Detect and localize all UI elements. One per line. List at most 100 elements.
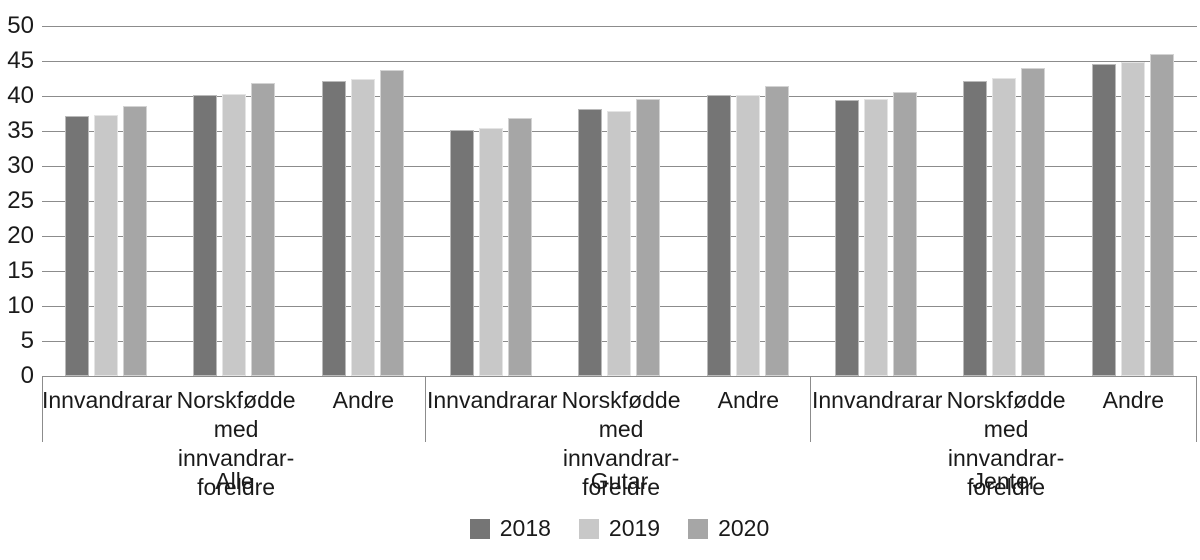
bar-cluster	[450, 117, 533, 376]
bar-2019	[222, 93, 247, 376]
y-tick-label: 25	[7, 187, 34, 214]
bar-2018	[65, 115, 90, 376]
bar-cluster	[963, 68, 1046, 376]
x-axis-category-labels: Innvandrarar Norskfødde med innvandrar-for…	[42, 386, 1197, 502]
bar-2018	[450, 129, 475, 376]
bar-2018	[963, 80, 988, 376]
category-label-line: foreldre	[197, 474, 276, 500]
y-tick-label: 45	[7, 47, 34, 74]
bar-2019	[735, 94, 760, 376]
category-cell	[427, 26, 555, 376]
gridline	[42, 376, 1197, 377]
bar-2018	[578, 109, 603, 376]
legend-item-2020: 2020	[688, 515, 769, 542]
bar-cluster	[835, 91, 918, 376]
bar-2018	[193, 94, 218, 376]
category-label: Andre	[685, 386, 812, 502]
category-label-section: Innvandrarar Norskfødde med innvandrar-for…	[812, 386, 1197, 502]
axis-separator	[810, 376, 811, 442]
bar-2020	[123, 105, 148, 376]
axis-separator	[425, 376, 426, 442]
bar-2018	[321, 80, 346, 376]
category-label-line: Andre	[717, 387, 780, 413]
bar-2018	[1091, 63, 1116, 376]
legend-swatch-icon	[578, 518, 599, 539]
category-label-line: Norskfødde	[176, 387, 296, 413]
axis-separator	[42, 376, 43, 442]
category-label-line: med innvandrar-	[177, 416, 295, 471]
bar-2019	[864, 98, 889, 376]
plot-area	[42, 26, 1197, 376]
bar-section-alle	[42, 26, 427, 376]
legend-swatch-icon	[469, 518, 490, 539]
category-label: Norskfødde med innvandrar-foreldre	[557, 386, 684, 502]
legend-item-2019: 2019	[578, 515, 661, 542]
y-tick-label: 5	[20, 327, 34, 354]
legend-label: 2019	[608, 515, 661, 541]
category-label-line: foreldre	[967, 474, 1046, 500]
category-cell	[42, 26, 170, 376]
bar-cluster	[193, 83, 276, 376]
bar-2019	[479, 128, 504, 376]
category-label: Andre	[1070, 386, 1197, 502]
bar-2020	[1021, 68, 1046, 376]
y-tick-label: 10	[7, 292, 34, 319]
category-label-line: foreldre	[582, 474, 661, 500]
bar-section-gutar	[427, 26, 812, 376]
bar-2020	[636, 98, 661, 376]
bar-2020	[764, 86, 789, 376]
legend-label: 2020	[718, 515, 770, 541]
bar-2020	[508, 117, 533, 376]
y-tick-label: 40	[7, 82, 34, 109]
legend-item-2018: 2018	[469, 515, 551, 542]
x-axis-group-labels: Alle Gutar Jenter	[42, 468, 1197, 495]
category-label-line: med innvandrar-	[562, 416, 680, 471]
legend-swatch-icon	[688, 518, 709, 539]
category-label: Norskfødde med innvandrar-foreldre	[942, 386, 1069, 502]
category-label-section: Innvandrarar Norskfødde med innvandrar-for…	[42, 386, 427, 502]
gridline	[42, 26, 1197, 27]
category-label-line: Norskfødde	[561, 387, 681, 413]
legend: 2018 2019 2020	[42, 515, 1197, 542]
group-label-alle: Alle	[215, 468, 254, 494]
category-cell	[170, 26, 298, 376]
bar-cluster	[706, 86, 789, 376]
category-label-line: med innvandrar-	[947, 416, 1065, 471]
category-label-line: Innvandrarar	[427, 387, 558, 413]
bar-cluster	[1091, 54, 1174, 376]
bar-2019	[1120, 61, 1145, 376]
legend-label: 2018	[499, 515, 551, 541]
category-label-line: Norskfødde	[946, 387, 1066, 413]
category-label-line: Andre	[1102, 387, 1165, 413]
y-tick-label: 20	[7, 222, 34, 249]
category-label-line: Andre	[332, 387, 395, 413]
bar-cluster	[321, 70, 404, 376]
category-cell	[1069, 26, 1197, 376]
bar-cluster	[65, 105, 148, 376]
category-label: Innvandrarar	[42, 386, 172, 502]
bar-2019	[607, 110, 632, 376]
bar-2019	[94, 114, 119, 376]
gridline	[42, 61, 1197, 62]
group-label-gutar: Gutar	[590, 468, 649, 494]
bar-2019	[992, 77, 1017, 376]
y-tick-label: 50	[7, 12, 34, 39]
y-tick-label: 35	[7, 117, 34, 144]
gridline	[42, 96, 1197, 97]
group-label-jenter: Jenter	[972, 468, 1037, 494]
category-label: Innvandrarar	[812, 386, 942, 502]
bar-cluster	[578, 98, 661, 376]
category-label: Norskfødde med innvandrar-foreldre	[172, 386, 299, 502]
category-label-line: Innvandrarar	[812, 387, 943, 413]
category-cell	[555, 26, 683, 376]
bar-2018	[835, 99, 860, 376]
category-label: Innvandrarar	[427, 386, 557, 502]
y-tick-label: 15	[7, 257, 34, 284]
bar-2020	[893, 91, 918, 376]
y-tick-label: 30	[7, 152, 34, 179]
bar-2018	[706, 95, 731, 376]
category-cell	[940, 26, 1068, 376]
bar-section-jenter	[812, 26, 1197, 376]
category-label: Andre	[300, 386, 427, 502]
